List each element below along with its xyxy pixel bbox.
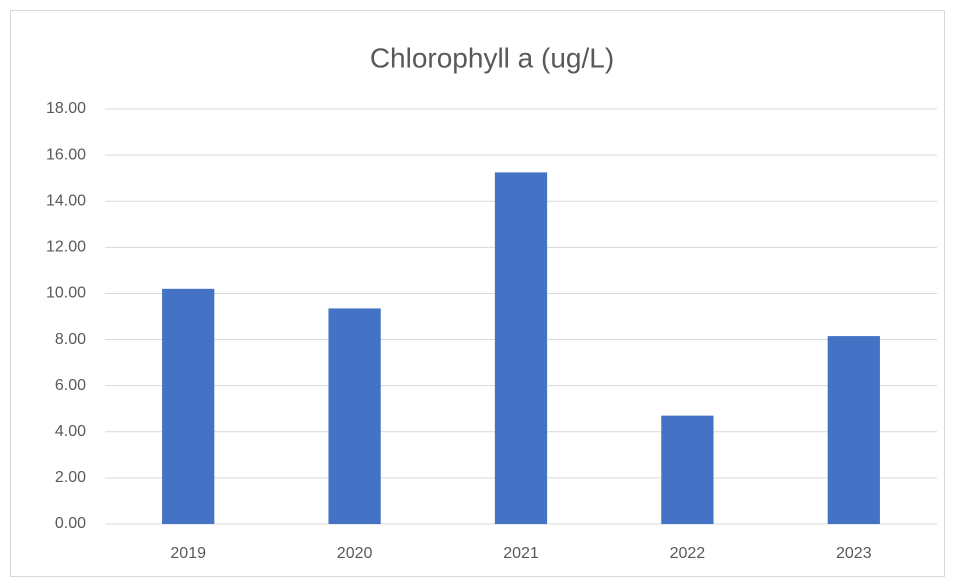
y-tick-label: 6.00: [55, 377, 86, 394]
y-tick-label: 10.00: [46, 285, 86, 302]
bar: [494, 172, 548, 524]
bar: [661, 415, 714, 524]
y-tick-label: 2.00: [55, 469, 86, 486]
x-tick-label: 2019: [170, 545, 206, 562]
x-tick-label: 2020: [337, 545, 373, 562]
y-tick-label: 0.00: [55, 515, 86, 532]
y-tick-label: 4.00: [55, 423, 86, 440]
y-tick-label: 14.00: [46, 192, 86, 209]
bar: [328, 308, 381, 524]
chart-title: Chlorophyll a (ug/L): [370, 42, 614, 73]
x-tick-label: 2021: [503, 545, 539, 562]
bar: [827, 336, 880, 524]
y-tick-label: 12.00: [46, 239, 86, 256]
y-tick-label: 8.00: [55, 331, 86, 348]
y-tick-label: 16.00: [46, 146, 86, 163]
bar: [162, 288, 215, 524]
y-tick-label: 18.00: [46, 100, 86, 117]
x-tick-label: 2022: [670, 545, 706, 562]
x-tick-label: 2023: [836, 545, 872, 562]
